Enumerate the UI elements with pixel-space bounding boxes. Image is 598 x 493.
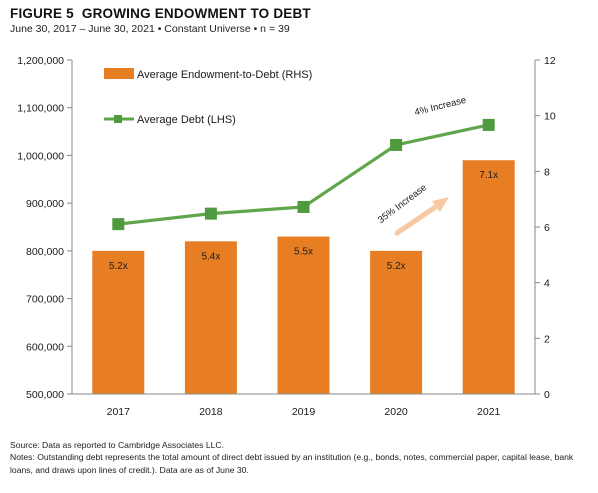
right-axis-tick-label: 0	[544, 389, 550, 401]
right-axis: 0 2 4 6 8 10 12	[534, 55, 556, 401]
left-axis-tick-label: 700,000	[26, 294, 64, 306]
figure-number: FIGURE 5	[10, 6, 74, 21]
legend: Average Endowment-to-Debt (RHS) Average D…	[104, 68, 312, 126]
line-series	[112, 118, 495, 231]
figure-subtitle: June 30, 2017 – June 30, 2021 • Constant…	[10, 23, 290, 35]
x-axis-tick-label-2017: 2017	[107, 406, 131, 418]
bar-data-label-2021: 7.1x	[479, 170, 498, 181]
average-debt-marker-2018	[204, 207, 217, 220]
right-axis-tick-label: 4	[544, 278, 550, 290]
right-axis-tick-label: 12	[544, 55, 556, 67]
average-debt-marker-2020	[390, 138, 403, 151]
increase-arrow-shaft	[394, 203, 440, 236]
chart-footer: Source: Data as reported to Cambridge As…	[10, 439, 588, 476]
bar-data-label-2018: 5.4x	[201, 251, 220, 262]
legend-label-bar: Average Endowment-to-Debt (RHS)	[137, 69, 312, 81]
bar-2021	[462, 160, 515, 394]
left-axis-tick-label: 600,000	[26, 341, 64, 353]
right-axis-tick-label: 10	[544, 111, 556, 123]
bar-2018	[184, 241, 237, 394]
right-axis-tick-label: 2	[544, 333, 550, 345]
bar-data-label-2020: 5.2x	[387, 261, 406, 272]
left-axis: 500,000 600,000 700,000 800,000 900,000 1,000…	[17, 55, 73, 401]
bar-series	[92, 160, 515, 394]
left-axis-tick-label: 900,000	[26, 198, 64, 210]
figure-header: FIGURE 5 GROWING ENDOWMENT TO DEBT June 3…	[10, 6, 590, 35]
x-axis: 2017 2018 2019 2020 2021	[72, 393, 535, 418]
bar-data-label-2019: 5.5x	[294, 247, 313, 258]
bar-data-labels: 5.2x 5.4x 5.5x 5.2x 7.1x	[109, 170, 498, 272]
right-axis-tick-label: 8	[544, 166, 550, 178]
x-axis-tick-label-2018: 2018	[199, 406, 223, 418]
x-axis-tick-label-2019: 2019	[292, 406, 316, 418]
increase-arrow-head	[432, 197, 449, 212]
average-debt-marker-2017	[112, 218, 125, 231]
bar-data-label-2017: 5.2x	[109, 261, 128, 272]
x-axis-tick-label-2020: 2020	[384, 406, 408, 418]
x-axis-tick-label-2021: 2021	[477, 406, 501, 418]
figure-title-line: FIGURE 5 GROWING ENDOWMENT TO DEBT	[10, 6, 590, 21]
legend-swatch-marker	[114, 115, 122, 123]
bar-2019	[277, 236, 330, 394]
bar-2017	[92, 250, 145, 394]
average-debt-marker-2021	[482, 118, 495, 131]
right-axis-tick-label: 6	[544, 222, 550, 234]
source-note: Source: Data as reported to Cambridge As…	[10, 440, 224, 450]
left-axis-tick-label: 1,000,000	[17, 150, 64, 162]
figure-title: GROWING ENDOWMENT TO DEBT	[81, 6, 311, 21]
debt-increase-annotation: 4% Increase	[413, 95, 467, 118]
notes-text: Notes: Outstanding debt represents the t…	[10, 452, 574, 475]
legend-swatch-bar	[104, 68, 134, 79]
left-axis-tick-label: 1,200,000	[17, 55, 64, 67]
legend-label-line: Average Debt (LHS)	[137, 114, 236, 126]
left-axis-tick-label: 800,000	[26, 246, 64, 258]
left-axis-tick-label: 500,000	[26, 389, 64, 401]
bar-2020	[370, 250, 423, 394]
left-axis-tick-label: 1,100,000	[17, 103, 64, 115]
average-debt-marker-2019	[297, 200, 310, 213]
combo-chart: 500,000 600,000 700,000 800,000 900,000 1,000…	[17, 55, 556, 418]
